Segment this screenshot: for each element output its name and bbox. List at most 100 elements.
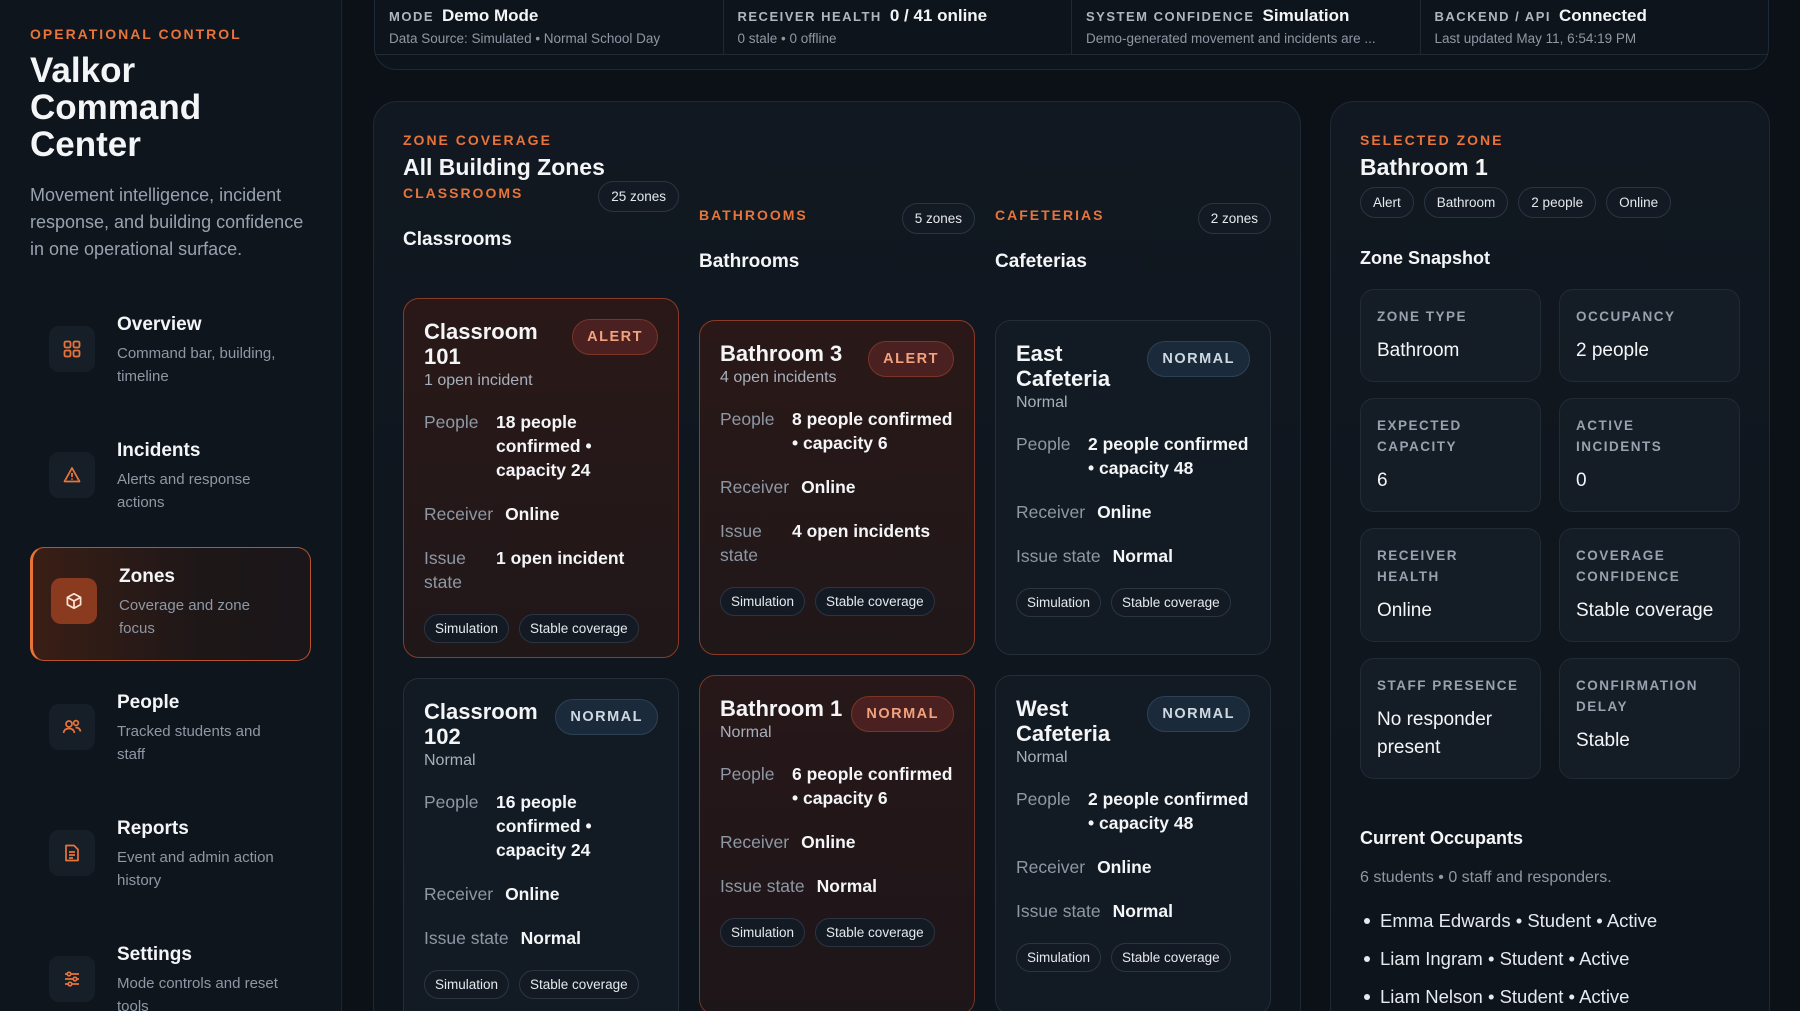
- sidebar-item-sub: Command bar, building, timeline: [117, 345, 276, 385]
- pill-receiver: Online: [1606, 187, 1672, 218]
- people-value: 2 people confirmed • capacity 48: [1088, 789, 1249, 833]
- receiver-label: Receiver: [720, 477, 790, 497]
- people-value: 6 people confirmed • capacity 6: [792, 764, 953, 808]
- tile-receiver-health: RECEIVER HEALTH Online: [1360, 528, 1541, 642]
- tile-label: EXPECTED CAPACITY: [1377, 418, 1462, 454]
- column-title: Bathrooms: [699, 251, 800, 272]
- zone-card-title: Classroom 101: [424, 319, 538, 369]
- zone-card-title: Bathroom 1: [720, 696, 843, 721]
- occupant-text: Liam Ingram • Student • Active: [1380, 948, 1630, 969]
- tile-value: 2 people: [1576, 340, 1649, 361]
- issue-label: Issue state: [1016, 546, 1101, 566]
- people-value: 2 people confirmed • capacity 48: [1088, 434, 1249, 478]
- panel-eyebrow: SELECTED ZONE: [1360, 132, 1504, 148]
- tag-simulation: Simulation: [1016, 588, 1102, 617]
- zone-card-west-cafeteria[interactable]: West Cafeteria Normal NORMAL People 2 peo…: [995, 675, 1271, 1011]
- status-sub: 0 stale • 0 offline: [737, 31, 837, 46]
- tag-coverage: Stable coverage: [519, 970, 639, 999]
- zone-card-classroom-101[interactable]: Classroom 101 1 open incident ALERT Peop…: [403, 298, 679, 658]
- people-value: 18 people confirmed • capacity 24: [496, 412, 592, 480]
- issue-value: Normal: [520, 928, 581, 948]
- sidebar: OPERATIONAL CONTROL Valkor Command Cente…: [0, 0, 342, 1011]
- tag-coverage: Stable coverage: [815, 918, 935, 947]
- zone-column-cafeterias: CAFETERIAS 2 zones Cafeterias East Cafet…: [995, 203, 1271, 1011]
- tile-expected-capacity: EXPECTED CAPACITY 6: [1360, 398, 1541, 512]
- sidebar-item-zones[interactable]: Zones Coverage and zone focus: [30, 547, 311, 661]
- pill-people: 2 people: [1518, 187, 1597, 218]
- zone-column-classrooms: CLASSROOMS 25 zones Classrooms Classroom…: [403, 181, 679, 1011]
- sidebar-item-overview[interactable]: Overview Command bar, building, timeline: [30, 295, 311, 409]
- sidebar-item-sub: Alerts and response actions: [117, 471, 251, 511]
- app-eyebrow: OPERATIONAL CONTROL: [30, 26, 242, 42]
- column-eyebrow: CLASSROOMS: [403, 185, 524, 201]
- sidebar-item-incidents[interactable]: Incidents Alerts and response actions: [30, 421, 311, 535]
- sidebar-item-settings[interactable]: Settings Mode controls and reset tools: [30, 925, 311, 1011]
- tile-value: Stable: [1576, 730, 1630, 751]
- occupant-text: Emma Edwards • Student • Active: [1380, 910, 1658, 931]
- zone-card-status: Normal: [1016, 394, 1068, 411]
- tile-label: CONFIRMATION DELAY: [1576, 678, 1698, 714]
- zone-card-title: Classroom 102: [424, 699, 538, 749]
- tag-coverage: Stable coverage: [1111, 588, 1231, 617]
- list-item[interactable]: Emma Edwards • Student • Active: [1360, 902, 1657, 940]
- tile-value: Stable coverage: [1576, 600, 1714, 621]
- tile-label: ZONE TYPE: [1377, 309, 1468, 324]
- status-backend: BACKEND / API Connected Last updated May …: [1421, 0, 1769, 54]
- zone-card-bathroom-1[interactable]: Bathroom 1 Normal NORMAL People 6 people …: [699, 675, 975, 1011]
- status-badge: ALERT: [572, 319, 658, 355]
- zone-card-east-cafeteria[interactable]: East Cafeteria Normal NORMAL People 2 peo…: [995, 320, 1271, 655]
- sidebar-item-reports[interactable]: Reports Event and admin action history: [30, 799, 311, 913]
- receiver-label: Receiver: [1016, 502, 1086, 522]
- people-label: People: [1016, 789, 1071, 809]
- receiver-label: Receiver: [1016, 857, 1086, 877]
- tile-label: COVERAGE CONFIDENCE: [1576, 548, 1681, 584]
- people-label: People: [720, 409, 775, 429]
- zone-card-classroom-102[interactable]: Classroom 102 Normal NORMAL People 16 peo…: [403, 678, 679, 1011]
- issue-value: 1 open incident: [496, 548, 625, 568]
- column-eyebrow: CAFETERIAS: [995, 207, 1105, 223]
- list-item[interactable]: Liam Ingram • Student • Active: [1360, 940, 1657, 978]
- zone-coverage-panel: ZONE COVERAGE All Building Zones CLASSRO…: [373, 101, 1301, 1011]
- tag-simulation: Simulation: [424, 614, 510, 643]
- tag-coverage: Stable coverage: [815, 587, 935, 616]
- status-badge: NORMAL: [1147, 341, 1250, 377]
- tile-value: Online: [1377, 600, 1432, 621]
- tile-coverage-confidence: COVERAGE CONFIDENCE Stable coverage: [1559, 528, 1740, 642]
- list-item[interactable]: Liam Nelson • Student • Active: [1360, 978, 1657, 1011]
- document-icon: [49, 830, 95, 876]
- sidebar-item-label: Settings: [117, 944, 192, 965]
- receiver-label: Receiver: [720, 832, 790, 852]
- selected-zone-title: Bathroom 1: [1360, 154, 1488, 180]
- zone-card-title: West Cafeteria: [1016, 696, 1111, 746]
- pill-zone-type: Bathroom: [1423, 187, 1509, 218]
- people-value: 8 people confirmed • capacity 6: [792, 409, 953, 453]
- status-key: BACKEND / API: [1434, 9, 1552, 24]
- tile-label: ACTIVE INCIDENTS: [1576, 418, 1663, 454]
- sidebar-item-sub: Event and admin action history: [117, 849, 274, 889]
- warning-icon: [49, 452, 95, 498]
- zone-snapshot-grid: ZONE TYPE Bathroom OCCUPANCY 2 people EXPE…: [1360, 289, 1742, 779]
- status-system-confidence: SYSTEM CONFIDENCE Simulation Demo-generat…: [1072, 0, 1421, 54]
- issue-value: Normal: [1112, 901, 1173, 921]
- sidebar-item-people[interactable]: People Tracked students and staff: [30, 673, 311, 787]
- tag-simulation: Simulation: [424, 970, 510, 999]
- status-badge: NORMAL: [555, 699, 658, 735]
- issue-value: Normal: [816, 876, 877, 896]
- zone-card-bathroom-3[interactable]: Bathroom 3 4 open incidents ALERT People…: [699, 320, 975, 655]
- tile-label: OCCUPANCY: [1576, 309, 1676, 324]
- sidebar-nav: Overview Command bar, building, timeline…: [30, 295, 311, 1011]
- tile-active-incidents: ACTIVE INCIDENTS 0: [1559, 398, 1740, 512]
- receiver-value: Online: [801, 477, 856, 497]
- zone-count-badge: 2 zones: [1197, 203, 1271, 234]
- status-value: Demo Mode: [442, 6, 539, 25]
- selected-zone-panel: SELECTED ZONE Bathroom 1 Alert Bathroom …: [1330, 101, 1770, 1011]
- zone-count-badge: 25 zones: [598, 181, 679, 212]
- status-mode: MODE Demo Mode Data Source: Simulated • N…: [375, 0, 724, 54]
- issue-label: Issue state: [1016, 901, 1101, 921]
- receiver-value: Online: [1097, 502, 1152, 522]
- grid-icon: [49, 326, 95, 372]
- receiver-value: Online: [801, 832, 856, 852]
- issue-value: 4 open incidents: [792, 521, 931, 541]
- issue-label: Issue state: [424, 928, 509, 948]
- status-value: Connected: [1559, 6, 1647, 25]
